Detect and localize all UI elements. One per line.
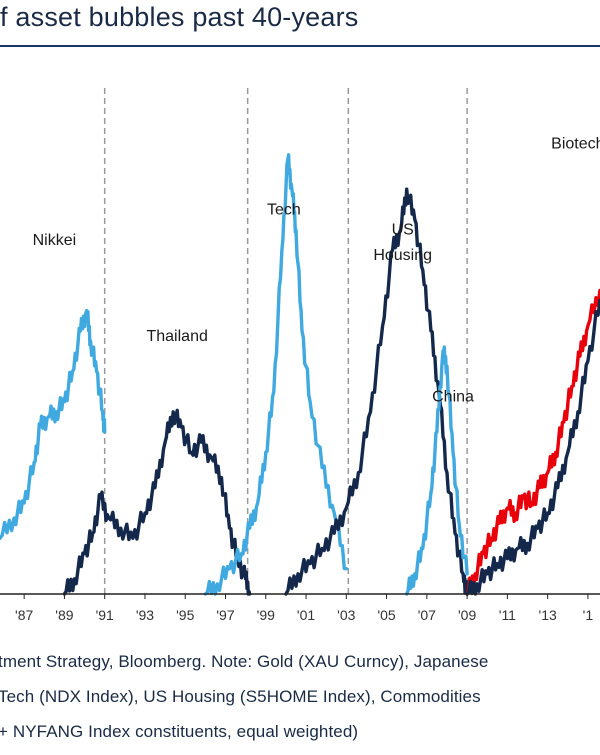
annotation-china: China	[432, 389, 474, 406]
x-tick-label-1: '87	[15, 607, 33, 623]
source-line-2: Tech (NDX Index), US Housing (S5HOME Ind…	[0, 687, 481, 706]
x-tick-label-12: '09	[458, 607, 476, 623]
x-tick-label-11: '07	[418, 607, 436, 623]
x-tick-label-15: '1	[583, 607, 594, 623]
series-line-biotech	[465, 288, 600, 596]
x-tick-label-13: '11	[499, 607, 516, 623]
series-line-tech	[203, 153, 348, 596]
series-line-fang	[465, 298, 600, 596]
series-line-china	[405, 345, 469, 596]
x-tick-label-8: '01	[297, 607, 315, 623]
series-line-thailand	[62, 408, 252, 596]
series-line-nikkei	[0, 308, 107, 540]
annotation-nikkei: Nikkei	[33, 232, 77, 249]
x-tick-label-10: '05	[377, 607, 395, 623]
source-note: tment Strategy, Bloomberg. Note: Gold (X…	[0, 650, 600, 755]
source-line-1: tment Strategy, Bloomberg. Note: Gold (X…	[0, 652, 489, 671]
x-tick-label-4: '93	[136, 607, 154, 623]
x-tick-label-6: '97	[216, 607, 234, 623]
bubbles-chart: '87 '89 '91 '93 '95 '97 '99 '01 '03 '05 '07 '09 '11 '…	[0, 88, 600, 623]
x-tick-label-2: '89	[55, 607, 73, 623]
annotation-biotech: Biotech	[551, 136, 600, 153]
title-divider	[0, 45, 600, 47]
chart-title: f asset bubbles past 40-years	[0, 2, 359, 32]
annotation-us: US	[392, 222, 414, 239]
annotation-housing: Housing	[373, 247, 432, 264]
series-line-us-housing	[284, 187, 469, 596]
chart-area: '87 '89 '91 '93 '95 '97 '99 '01 '03 '05 '07 '09 '11 '…	[0, 48, 600, 638]
x-tick-label-5: '95	[176, 607, 194, 623]
x-tick-label-7: '99	[257, 607, 275, 623]
annotation-thailand: Thailand	[146, 328, 207, 345]
annotation-tech: Tech	[267, 202, 301, 219]
x-tick-label-3: '91	[96, 607, 114, 623]
x-tick-label-14: '13	[539, 607, 557, 623]
x-tick-label-9: '03	[337, 607, 355, 623]
source-line-3: + NYFANG Index constituents, equal weigh…	[0, 722, 359, 741]
